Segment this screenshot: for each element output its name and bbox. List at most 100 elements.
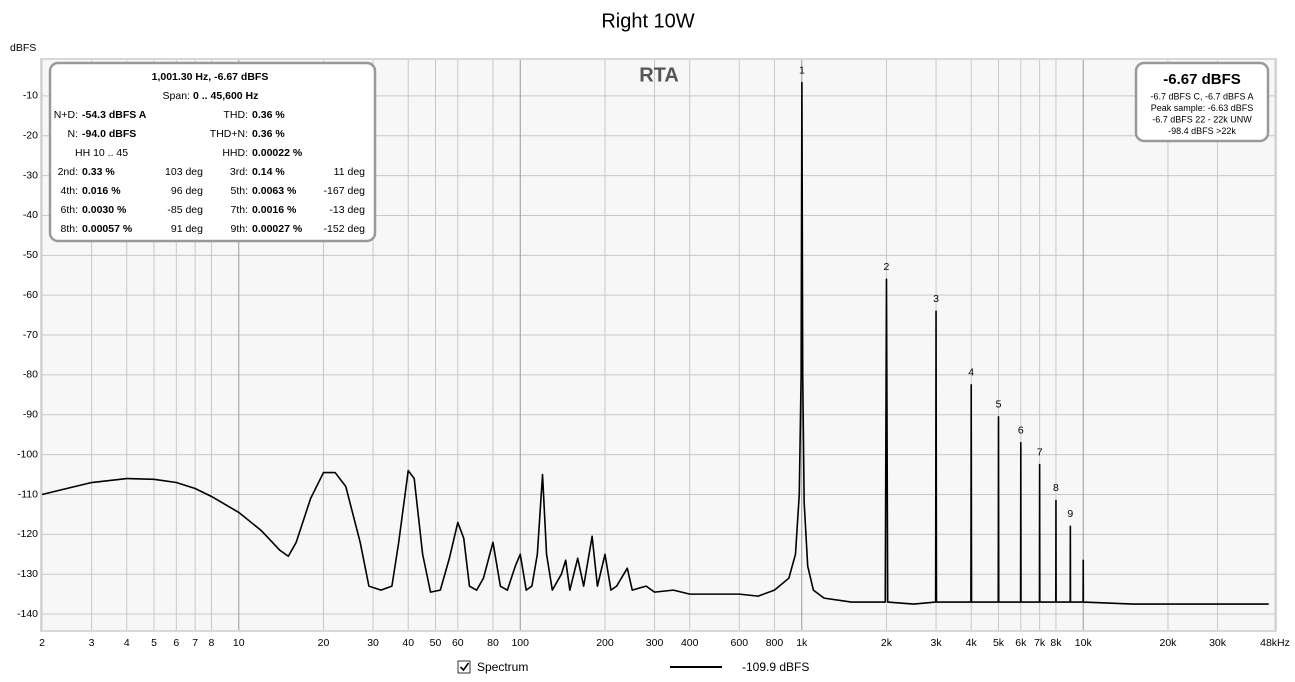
x-tick-label: 6	[173, 637, 179, 649]
harmonic-label: 7	[1037, 446, 1043, 458]
readout-label: HH 10 .. 45	[75, 147, 128, 159]
readout-phase: -85 deg	[167, 204, 203, 216]
harmonic-label: 9	[1067, 508, 1073, 520]
chart-title: Right 10W	[601, 10, 694, 32]
readout-phase: 103 deg	[165, 166, 203, 178]
readout-phase: 96 deg	[171, 185, 203, 197]
readout-value: 0.016 %	[82, 185, 121, 197]
x-tick-label: 10	[233, 637, 245, 649]
x-tick-label: 600	[731, 637, 749, 649]
readout-label: THD+N:	[210, 128, 248, 140]
readout-box	[48, 61, 377, 243]
checkmark	[459, 662, 470, 672]
x-tick-label: 2	[39, 637, 45, 649]
readout-value: 0.0063 %	[252, 185, 297, 197]
legend-value: -109.9 dBFS	[742, 660, 809, 674]
y-tick-label: -100	[17, 448, 38, 460]
readout-label: N:	[68, 128, 79, 140]
legend-label: Spectrum	[477, 660, 528, 674]
readout-value: -94.0 dBFS	[82, 128, 136, 140]
x-tick-label: 40	[402, 637, 414, 649]
x-tick-label: 50	[430, 637, 442, 649]
x-tick-label: 800	[766, 637, 784, 649]
x-tick-label: 4k	[966, 637, 978, 649]
readout-header: 1,001.30 Hz, -6.67 dBFS	[152, 71, 269, 83]
level-line: -98.4 dBFS >22k	[1168, 126, 1236, 136]
level-line: -6.7 dBFS 22 - 22k UNW	[1152, 114, 1252, 124]
harmonic-label: 4	[968, 367, 974, 379]
y-tick-label: -80	[23, 369, 38, 381]
x-tick-label: 100	[511, 637, 529, 649]
harmonic-label: 6	[1018, 424, 1024, 436]
level: -6.67 dBFS -6.7 dBFS C, -6.7 dBFS A Peak s…	[1150, 71, 1253, 136]
x-tick-label: 60	[452, 637, 464, 649]
y-tick-label: -10	[23, 90, 38, 102]
x-tick-label: 8k	[1050, 637, 1062, 649]
readout-label: 5th:	[230, 185, 248, 197]
readout-value: 0.33 %	[82, 166, 115, 178]
readout-value: 0.0030 %	[82, 204, 127, 216]
readout-value: 0.00027 %	[252, 223, 303, 235]
readout-label: N+D:	[54, 109, 78, 121]
marks	[41, 81, 1269, 605]
readout-label: 6th:	[60, 204, 78, 216]
harmonic-label: 3	[933, 293, 939, 305]
readout-label: THD:	[224, 109, 249, 121]
x-tick-label: 5	[151, 637, 157, 649]
y-tick-label: -50	[23, 249, 38, 261]
level-box	[1134, 61, 1270, 143]
y-tick-label: -90	[23, 409, 38, 421]
readout-phase: -167 deg	[324, 185, 366, 197]
x-tick-label: 20k	[1160, 637, 1178, 649]
readout-value: 0.36 %	[252, 109, 285, 121]
x-tick-label: 7	[192, 637, 198, 649]
readout-label: 7th:	[230, 204, 248, 216]
readout-label: 4th:	[60, 185, 78, 197]
x-tick-label: 6k	[1015, 637, 1027, 649]
x-tick-label: 80	[487, 637, 499, 649]
harmonic-label: 1	[799, 64, 805, 76]
x-tick-label: 400	[681, 637, 699, 649]
x-tick-label: 200	[596, 637, 614, 649]
readout-value: 0.00057 %	[82, 223, 133, 235]
x-tick-label: 300	[646, 637, 664, 649]
level-line: Peak sample: -6.63 dBFS	[1151, 103, 1254, 113]
readout-phase: -152 deg	[324, 223, 366, 235]
readout-label: 9th:	[230, 223, 248, 235]
y-tick-label: -70	[23, 329, 38, 341]
x-tick-label: 30k	[1209, 637, 1227, 649]
y-tick-label: -60	[23, 289, 38, 301]
y-tick-label: -120	[17, 528, 38, 540]
y-tick-label: -40	[23, 209, 38, 221]
y-tick-label: -110	[18, 488, 38, 500]
x-tick-label: 2k	[881, 637, 893, 649]
harmonic-label: 2	[884, 261, 890, 273]
readout-phase: -13 deg	[329, 204, 365, 216]
readout-label: 8th:	[60, 223, 78, 235]
harmonic-label: 5	[996, 399, 1002, 411]
spectrum-line	[41, 81, 1269, 605]
y-tick-label: -130	[17, 568, 38, 580]
readout-value: 0.36 %	[252, 128, 285, 140]
x-tick-label: 3	[89, 637, 95, 649]
level-line: -6.7 dBFS C, -6.7 dBFS A	[1150, 91, 1253, 101]
x-tick-label: 3k	[931, 637, 943, 649]
y-tick-label: -140	[17, 608, 38, 620]
grid	[41, 60, 1276, 630]
x-tick-label: 8	[209, 637, 215, 649]
y-tick-label: -20	[23, 130, 38, 142]
annotation: RTA	[639, 64, 679, 86]
readout-label: Span:	[163, 90, 190, 102]
x-tick-label: 10k	[1075, 637, 1093, 649]
y-axis-label: dBFS	[10, 42, 36, 54]
readout-value: 0.00022 %	[252, 147, 303, 159]
readout-label: HHD:	[222, 147, 248, 159]
readout-value: 0 .. 45,600 Hz	[193, 90, 258, 102]
readout: 1,001.30 Hz, -6.67 dBFS Span: 0 .. 45,600 …	[54, 71, 365, 235]
readout-label: 2nd:	[58, 166, 78, 178]
readout-phase: 91 deg	[171, 223, 203, 235]
x-tick-label: 4	[124, 637, 130, 649]
x-tick-label: 20	[318, 637, 330, 649]
readout-value: -54.3 dBFS A	[82, 109, 147, 121]
